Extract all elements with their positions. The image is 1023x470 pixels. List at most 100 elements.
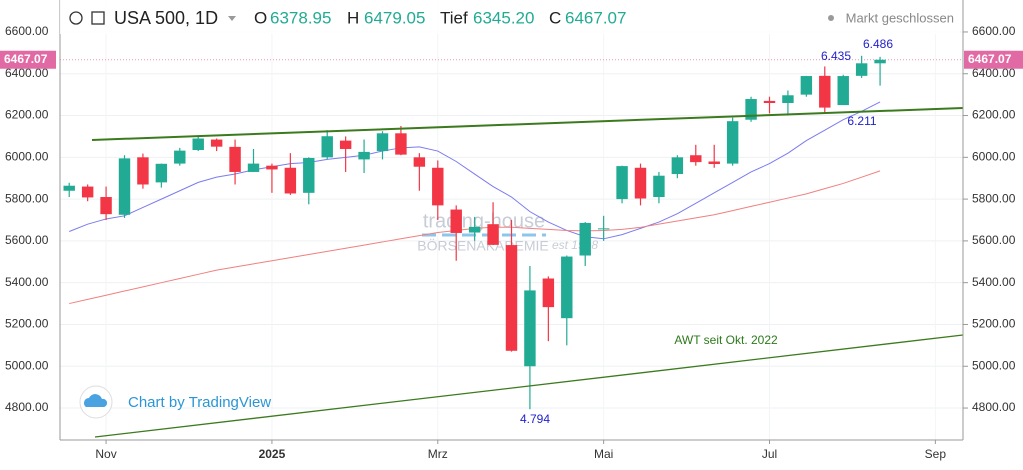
y-tick-label: 6600.00 xyxy=(972,24,1016,38)
candle-body xyxy=(376,133,389,152)
candle-body xyxy=(800,76,813,95)
candle-body xyxy=(690,155,702,163)
y-tick-label: 6600.00 xyxy=(5,24,49,38)
y-tick-label: 5800.00 xyxy=(5,191,49,205)
ohlc-value: 6467.07 xyxy=(565,8,626,27)
plot xyxy=(60,55,963,410)
y-tick-label: 5000.00 xyxy=(972,358,1016,372)
candle-body xyxy=(81,186,94,198)
credit[interactable]: Chart by TradingView xyxy=(128,394,271,411)
candle-body xyxy=(303,157,315,193)
last-price-tag xyxy=(964,50,1023,69)
y-tick-label: 4800.00 xyxy=(5,400,49,414)
candle-body xyxy=(100,197,112,215)
candle-body xyxy=(634,167,647,199)
candle-body xyxy=(874,59,886,64)
candle-body xyxy=(155,163,168,183)
y-tick-label: 6400.00 xyxy=(5,66,49,80)
candle-body xyxy=(395,133,407,155)
annotation: 4.794 xyxy=(520,412,550,426)
candle-body xyxy=(192,138,204,151)
candle-body xyxy=(174,150,186,164)
status-dot xyxy=(828,15,834,21)
ohlc-label: Tief xyxy=(440,8,468,27)
candle-body xyxy=(358,151,370,160)
trendline-upper xyxy=(91,107,964,141)
candle-body xyxy=(487,224,499,245)
candle-body xyxy=(653,175,665,198)
candle-body xyxy=(339,140,352,149)
y-tick-label: 6400.00 xyxy=(972,66,1016,80)
axis-labels: 4800.00 4800.00 5000.00 5000.00 5200.00 5200.… xyxy=(0,24,1023,461)
candle-body xyxy=(561,256,573,319)
candle-body xyxy=(819,75,831,108)
y-tick-label: 4800.00 xyxy=(972,400,1016,414)
annotation: 6.435 xyxy=(821,49,851,63)
candle-body xyxy=(708,161,720,165)
candle-body xyxy=(247,163,260,172)
trendline-awt xyxy=(94,334,964,438)
candle-body xyxy=(745,99,757,120)
ohlc-label: H xyxy=(347,8,359,27)
candle-body xyxy=(229,146,241,172)
candle-body xyxy=(413,157,426,167)
candle-body xyxy=(432,167,444,206)
y-tick-label: 6000.00 xyxy=(5,149,49,163)
y-tick-label: 5600.00 xyxy=(5,233,49,247)
annotation: 6.211 xyxy=(847,114,876,128)
candle-body xyxy=(579,222,591,256)
y-tick-label: 5200.00 xyxy=(972,317,1016,331)
x-tick-label: Nov xyxy=(95,447,116,461)
y-tick-label: 5400.00 xyxy=(5,275,49,289)
candle-body xyxy=(616,166,628,200)
ohlc-label: O xyxy=(254,8,267,27)
candle-body xyxy=(137,157,149,185)
moving-average xyxy=(69,101,881,240)
annotation: AWT seit Okt. 2022 xyxy=(674,333,778,347)
y-tick-label: 5400.00 xyxy=(972,275,1016,289)
candle-body xyxy=(782,95,794,104)
candle-body xyxy=(266,165,278,170)
y-tick-label: 5000.00 xyxy=(5,358,49,372)
candle-body xyxy=(837,76,849,106)
candle-body xyxy=(468,226,481,233)
candle-body xyxy=(63,185,75,191)
y-tick-label: 5600.00 xyxy=(972,233,1016,247)
header-bg xyxy=(60,0,960,34)
symbol-dropdown[interactable] xyxy=(228,16,236,21)
y-tick-label: 6000.00 xyxy=(972,149,1016,163)
watermark-est: est 1998 xyxy=(552,238,598,252)
candle-body xyxy=(542,278,555,308)
candle-body xyxy=(671,157,684,175)
last-price-label: 6467.07 xyxy=(4,52,48,66)
x-tick-label: Mrz xyxy=(428,447,448,461)
header-icon[interactable] xyxy=(69,11,83,25)
header-icon[interactable] xyxy=(91,11,105,25)
ohlc-value: 6345.20 xyxy=(473,8,534,27)
ohlc-label: C xyxy=(549,8,561,27)
candle-body xyxy=(763,100,776,104)
watermark-title: trading-house xyxy=(423,210,545,232)
candle-body xyxy=(597,228,610,230)
x-tick-label: Sep xyxy=(925,447,947,461)
watermark-subtitle: BÖRSENAKADEMIE xyxy=(417,237,548,254)
candle-body xyxy=(524,290,536,367)
x-tick-label: Mai xyxy=(594,447,613,461)
candle-body xyxy=(321,136,333,158)
ohlc-value: 6378.95 xyxy=(270,8,331,27)
candle-body xyxy=(505,245,518,351)
market-status: Markt geschlossen xyxy=(846,10,954,25)
candle-body xyxy=(284,167,297,194)
symbol[interactable]: USA 500, 1D xyxy=(114,8,218,28)
candle-body xyxy=(450,209,462,233)
credit-icon xyxy=(83,394,108,407)
y-tick-label: 6200.00 xyxy=(972,108,1016,122)
candle-body xyxy=(118,158,131,215)
ohlc-value: 6479.05 xyxy=(364,8,425,27)
annotation: 6.486 xyxy=(863,37,893,51)
y-tick-label: 5800.00 xyxy=(972,191,1016,205)
y-tick-label: 5200.00 xyxy=(5,317,49,331)
candle-body xyxy=(210,139,223,147)
y-tick-label: 6200.00 xyxy=(5,108,49,122)
candle-body xyxy=(855,63,868,76)
